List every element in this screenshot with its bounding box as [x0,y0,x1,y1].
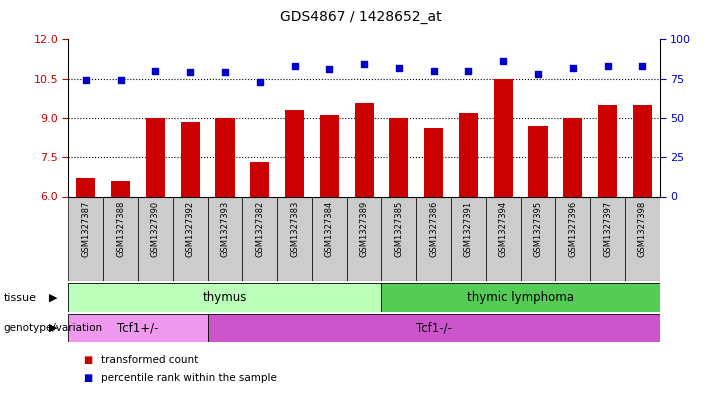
Text: GSM1327384: GSM1327384 [325,201,334,257]
Bar [590,196,625,281]
Point [185,69,196,75]
Bar [381,283,660,312]
Text: transformed count: transformed count [101,354,198,365]
Point [324,66,335,72]
Bar [633,105,652,196]
Point [358,61,370,68]
Bar [68,196,103,281]
Text: GSM1327387: GSM1327387 [81,201,90,257]
Text: GSM1327394: GSM1327394 [499,201,508,257]
Point [219,69,231,75]
Bar [68,314,208,342]
Point [497,58,509,64]
Bar [111,181,131,196]
Text: GSM1327398: GSM1327398 [638,201,647,257]
Text: tissue: tissue [4,293,37,303]
Bar [208,314,660,342]
Text: ■: ■ [83,354,92,365]
Bar [424,129,443,196]
Bar [146,118,165,196]
Bar [320,115,339,196]
Bar [216,118,234,196]
Text: GSM1327391: GSM1327391 [464,201,473,257]
Text: GSM1327383: GSM1327383 [290,201,299,257]
Bar [76,178,95,196]
Bar [528,126,547,196]
Bar [208,196,242,281]
Bar [181,122,200,196]
Point [393,64,404,71]
Bar [563,118,583,196]
Bar [459,113,478,196]
Bar [312,196,347,281]
Text: GSM1327396: GSM1327396 [568,201,578,257]
Point [637,63,648,69]
Text: GSM1327390: GSM1327390 [151,201,160,257]
Text: ▶: ▶ [49,323,58,333]
Bar [347,196,381,281]
Text: ▶: ▶ [49,293,58,303]
Point [80,77,92,83]
Point [428,68,439,74]
Bar [451,196,486,281]
Bar [555,196,590,281]
Text: genotype/variation: genotype/variation [4,323,102,333]
Text: Tcf1-/-: Tcf1-/- [416,321,451,334]
Text: GSM1327385: GSM1327385 [394,201,403,257]
Point [463,68,474,74]
Bar [285,110,304,196]
Bar [68,283,381,312]
Text: GDS4867 / 1428652_at: GDS4867 / 1428652_at [280,10,441,24]
Bar [103,196,138,281]
Text: ■: ■ [83,373,92,383]
Text: percentile rank within the sample: percentile rank within the sample [101,373,277,383]
Bar [416,196,451,281]
Text: GSM1327388: GSM1327388 [116,201,125,257]
Bar [598,105,617,196]
Point [289,63,301,69]
Bar [173,196,208,281]
Bar [625,196,660,281]
Text: GSM1327395: GSM1327395 [534,201,542,257]
Bar [242,196,277,281]
Point [532,71,544,77]
Text: thymic lymphoma: thymic lymphoma [467,291,574,304]
Text: GSM1327397: GSM1327397 [603,201,612,257]
Bar [138,196,173,281]
Point [254,79,265,85]
Bar [486,196,521,281]
Point [602,63,614,69]
Point [567,64,578,71]
Text: GSM1327382: GSM1327382 [255,201,265,257]
Text: GSM1327393: GSM1327393 [221,201,229,257]
Point [115,77,126,83]
Bar [277,196,312,281]
Bar [494,79,513,196]
Point [150,68,162,74]
Bar [389,118,409,196]
Text: GSM1327392: GSM1327392 [186,201,195,257]
Text: thymus: thymus [203,291,247,304]
Bar [521,196,555,281]
Bar [381,196,416,281]
Text: Tcf1+/-: Tcf1+/- [118,321,159,334]
Bar [355,103,373,196]
Bar [250,162,270,196]
Text: GSM1327389: GSM1327389 [360,201,368,257]
Text: GSM1327386: GSM1327386 [429,201,438,257]
